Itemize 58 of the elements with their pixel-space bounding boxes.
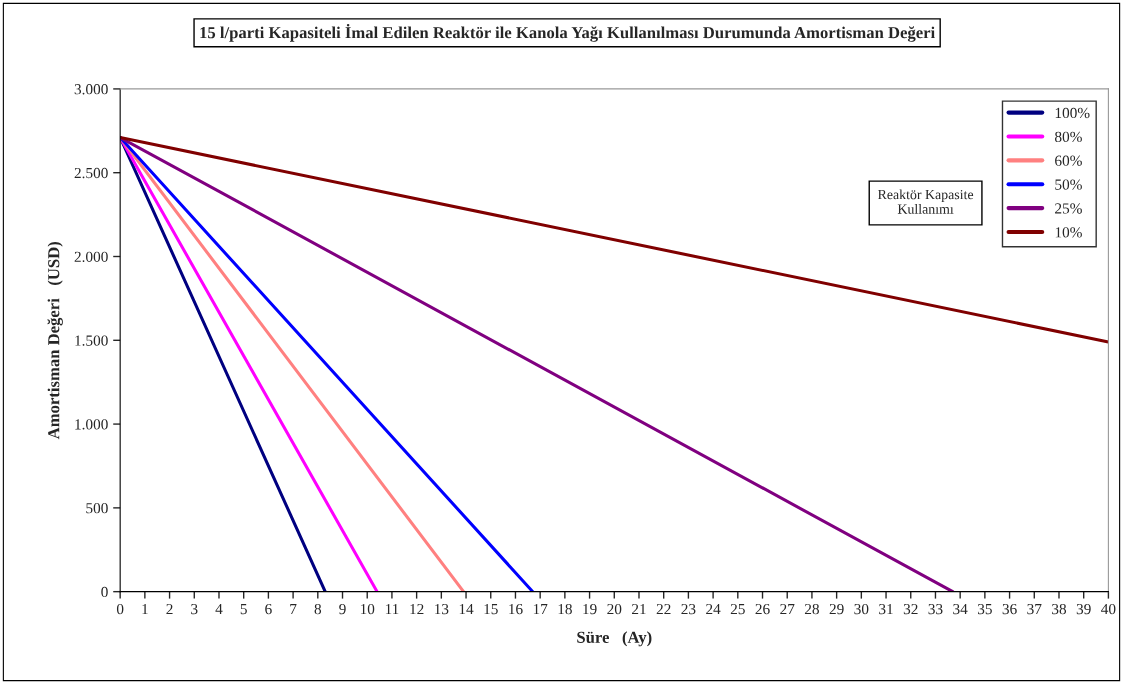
x-tick-label: 15 bbox=[484, 603, 498, 615]
x-tick-label: 36 bbox=[1002, 603, 1017, 615]
x-tick-label: 19 bbox=[583, 603, 597, 615]
legend-label: 50% bbox=[1055, 179, 1082, 190]
x-tick-label: 38 bbox=[1052, 603, 1067, 615]
x-tick-label: 23 bbox=[681, 603, 696, 615]
x-tick-label: 6 bbox=[265, 603, 272, 615]
x-tick-label: 37 bbox=[1027, 603, 1042, 615]
y-tick-label: 2.000 bbox=[74, 251, 108, 263]
legend-label: 60% bbox=[1055, 155, 1082, 166]
y-tick-label: 1.500 bbox=[75, 335, 108, 346]
x-tick-label: 18 bbox=[558, 603, 572, 615]
x-tick-label: 28 bbox=[804, 603, 819, 615]
legend-label: 10% bbox=[1055, 227, 1082, 238]
legend-title: Reaktör Kapasite Kullanımı bbox=[877, 189, 974, 214]
x-tick-label: 2 bbox=[166, 603, 173, 615]
x-tick-label: 12 bbox=[410, 603, 424, 615]
x-tick-label: 30 bbox=[854, 603, 869, 615]
x-tick-label: 27 bbox=[780, 603, 795, 615]
x-tick-label: 22 bbox=[656, 603, 671, 615]
x-tick-label: 10 bbox=[360, 603, 375, 615]
chart-title: 15 l/parti Kapasiteli İmal Edilen Reaktör ile Kanola Yağı Kullanılması Durumunda Amortisman Değeri bbox=[200, 23, 935, 42]
x-tick-label: 5 bbox=[240, 604, 247, 615]
x-tick-label: 14 bbox=[459, 603, 474, 615]
x-tick-label: 35 bbox=[977, 603, 992, 615]
y-tick-label: 2.500 bbox=[74, 167, 108, 179]
x-tick-label: 20 bbox=[607, 603, 622, 615]
y-tick-label: 3.000 bbox=[74, 84, 108, 95]
x-tick-label: 8 bbox=[314, 603, 322, 615]
x-tick-label: 29 bbox=[829, 603, 844, 615]
x-tick-label: 40 bbox=[1101, 603, 1116, 615]
x-tick-label: 7 bbox=[290, 604, 297, 615]
x-tick-label: 16 bbox=[509, 603, 523, 615]
x-tick-label: 4 bbox=[215, 604, 223, 615]
legend-label: 100% bbox=[1055, 107, 1090, 119]
legend-label: 25% bbox=[1055, 203, 1082, 214]
x-tick-label: 33 bbox=[928, 603, 943, 615]
x-tick-label: 21 bbox=[632, 603, 646, 615]
y-axis-title: Amortisman Değeri (USD) bbox=[47, 241, 63, 440]
x-tick-label: 39 bbox=[1076, 603, 1091, 615]
y-tick-label: 1.000 bbox=[75, 419, 108, 430]
x-axis-title: Süre (Ay) bbox=[577, 631, 652, 647]
x-tick-label: 3 bbox=[191, 603, 198, 615]
x-tick-label: 17 bbox=[533, 603, 548, 615]
x-tick-label: 13 bbox=[435, 603, 449, 615]
legend-label: 80% bbox=[1055, 131, 1082, 143]
x-tick-label: 31 bbox=[879, 603, 893, 615]
x-tick-label: 11 bbox=[385, 603, 399, 615]
x-tick-label: 32 bbox=[903, 603, 918, 615]
y-tick-label: 0 bbox=[101, 586, 108, 598]
x-tick-label: 26 bbox=[755, 603, 770, 615]
x-tick-label: 25 bbox=[730, 603, 745, 615]
x-tick-label: 9 bbox=[339, 603, 346, 615]
x-tick-label: 24 bbox=[706, 603, 721, 615]
x-tick-label: 34 bbox=[953, 603, 968, 615]
x-tick-label: 1 bbox=[142, 603, 148, 615]
y-tick-label: 500 bbox=[86, 503, 108, 514]
x-tick-label: 0 bbox=[116, 603, 124, 615]
